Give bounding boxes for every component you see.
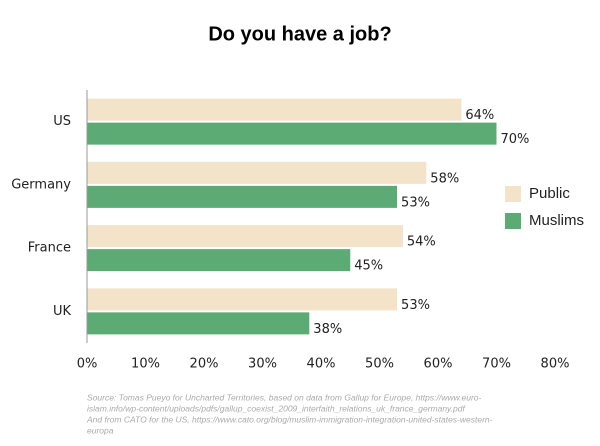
chart-title: Do you have a job?	[208, 23, 391, 45]
value-label: 38%	[313, 322, 342, 337]
x-tick-label: 60%	[424, 357, 453, 372]
x-tick-label: 0%	[77, 357, 98, 372]
bar	[87, 161, 427, 184]
value-label: 54%	[407, 235, 436, 250]
legend-swatch	[505, 186, 521, 202]
y-tick-label: US	[53, 114, 71, 129]
value-label: 64%	[465, 108, 494, 123]
bar	[87, 225, 403, 248]
x-tick-label: 50%	[365, 357, 394, 372]
y-tick-label: Germany	[11, 177, 71, 192]
x-tick-label: 40%	[307, 357, 336, 372]
y-tick-label: UK	[53, 304, 72, 319]
bar	[87, 185, 398, 208]
bar	[87, 98, 462, 121]
bar	[87, 288, 398, 311]
source-note: europa	[87, 425, 114, 435]
bar	[87, 249, 351, 272]
source-note: Source: Tomas Pueyo for Uncharted Territ…	[87, 392, 482, 402]
bar	[87, 122, 497, 145]
legend-label: Public	[529, 185, 570, 202]
value-label: 58%	[430, 171, 459, 186]
x-tick-label: 20%	[190, 357, 219, 372]
value-label: 53%	[401, 195, 430, 210]
bar	[87, 312, 310, 335]
legend-swatch	[505, 213, 521, 229]
y-tick-label: France	[28, 241, 71, 256]
value-label: 45%	[354, 259, 383, 274]
x-tick-label: 30%	[248, 357, 277, 372]
x-tick-label: 70%	[482, 357, 511, 372]
value-label: 70%	[501, 132, 530, 147]
x-tick-label: 80%	[541, 357, 570, 372]
source-note: And from CATO for the US, https://www.ca…	[86, 414, 493, 424]
legend-label: Muslims	[529, 212, 584, 229]
value-label: 53%	[401, 298, 430, 313]
source-note: islam.info/wp-content/uploads/pdfs/gallu…	[87, 403, 466, 413]
x-tick-label: 10%	[131, 357, 160, 372]
